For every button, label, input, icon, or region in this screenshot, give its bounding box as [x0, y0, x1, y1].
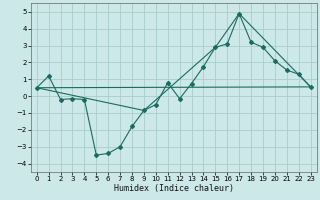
X-axis label: Humidex (Indice chaleur): Humidex (Indice chaleur) [114, 184, 234, 193]
